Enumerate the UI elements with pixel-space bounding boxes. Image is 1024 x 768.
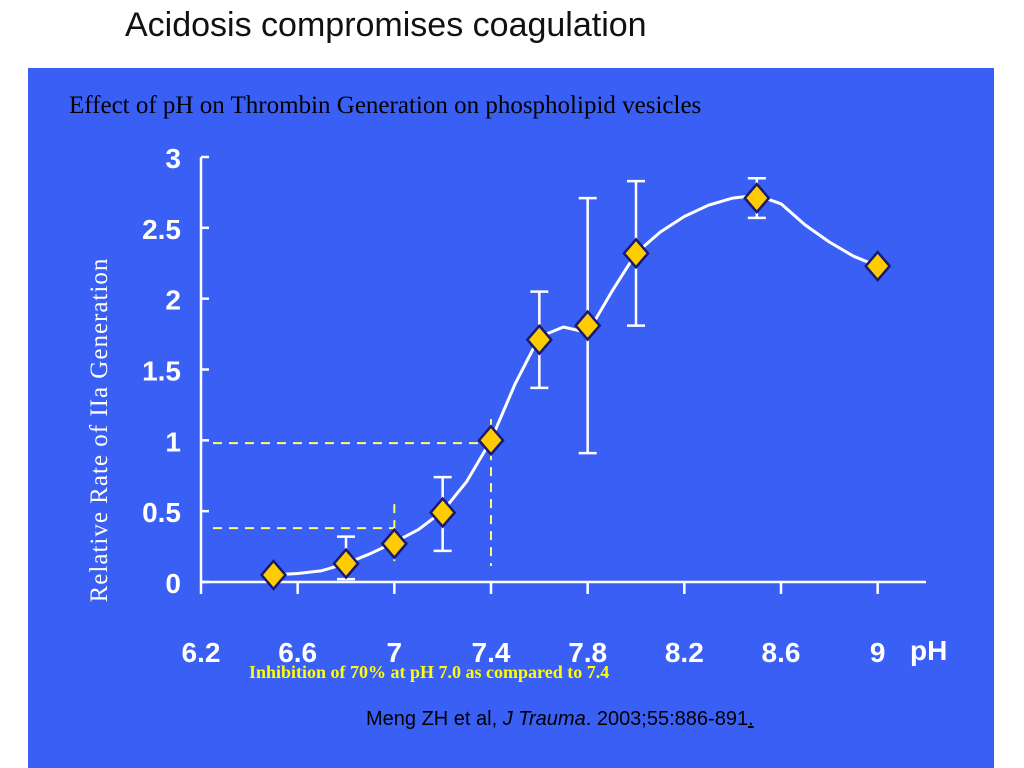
data-points: [259, 182, 892, 591]
y-tick-label: 2: [165, 285, 181, 316]
x-tick-label: 7: [387, 637, 403, 668]
reference-lines: [213, 419, 492, 566]
data-point: [429, 496, 457, 529]
chart-panel: Effect of pH on Thrombin Generation on p…: [28, 68, 994, 768]
y-axis-label: Relative Rate of IIa Generation: [86, 258, 113, 603]
data-point: [864, 250, 892, 283]
data-point: [743, 182, 771, 215]
citation-journal: J Trauma: [502, 708, 586, 730]
chart-title: Effect of pH on Thrombin Generation on p…: [69, 92, 701, 119]
x-tick-label: 6.6: [278, 637, 317, 668]
y-tick-label: 1.5: [142, 356, 181, 387]
x-tick-label: 7.8: [568, 637, 607, 668]
fit-curve-layer: [273, 193, 879, 577]
data-point: [259, 558, 288, 591]
y-tick-label: 1: [165, 426, 181, 457]
data-point: [380, 527, 408, 560]
y-tick-label: 0: [165, 568, 181, 599]
chart-annotation: Inhibition of 70% at pH 7.0 as compared …: [249, 662, 609, 682]
y-tick-label: 2.5: [142, 214, 181, 245]
x-tick-label: 6.2: [182, 637, 221, 668]
data-point: [477, 424, 505, 457]
x-tick-label: 8.2: [665, 637, 704, 668]
slide-title: Acidosis compromises coagulation: [125, 6, 647, 44]
citation-end: .: [748, 708, 754, 730]
citation-details: . 2003;55:886-891: [585, 708, 749, 730]
x-tick-label: 7.4: [472, 637, 511, 668]
chart: Effect of pH on Thrombin Generation on p…: [69, 92, 947, 682]
x-tick-label: 8.6: [762, 637, 801, 668]
citation-authors: Meng ZH et al,: [366, 708, 503, 730]
data-point: [574, 309, 602, 342]
data-point: [525, 323, 553, 356]
x-tick-label: 9: [870, 637, 886, 668]
citation: Meng ZH et al, J Trauma. 2003;55:886-891…: [366, 708, 754, 731]
fit-curve: [273, 193, 879, 577]
y-tick-label: 0.5: [142, 497, 181, 528]
error-bars: [337, 177, 766, 581]
x-axis-label: pH: [910, 635, 947, 666]
data-point: [332, 547, 360, 580]
y-tick-label: 3: [165, 143, 181, 174]
data-point: [622, 237, 650, 270]
axes: 0 0.5 1 1.5 2 2.5 3 6.2 6.6 7 7.4 7.8 8.2 8.6 9: [142, 143, 926, 668]
